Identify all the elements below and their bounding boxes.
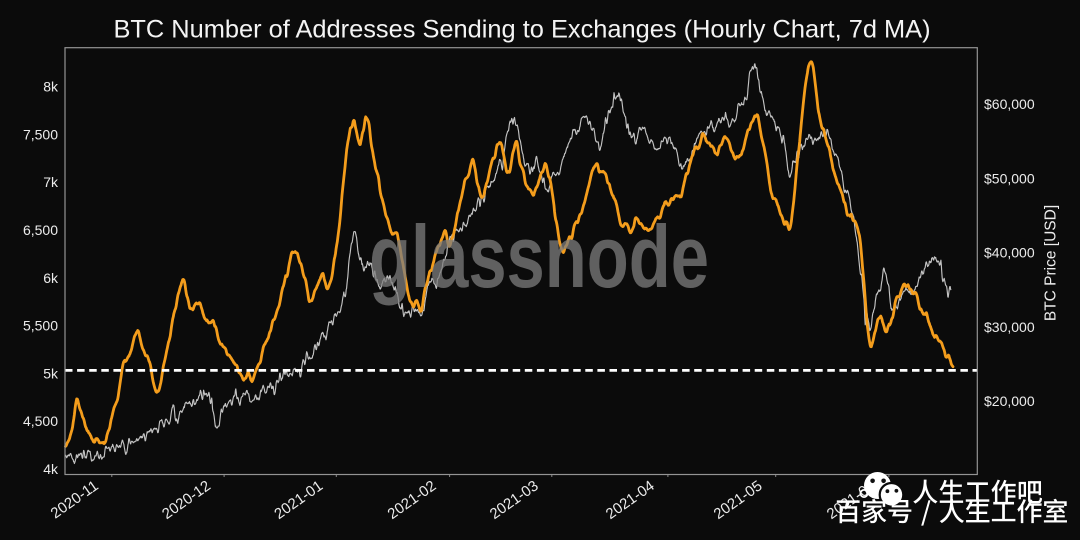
svg-text:BTC Number of Addresses Sendin: BTC Number of Addresses Sending to Excha… — [113, 16, 930, 44]
svg-text:$20,000: $20,000 — [984, 393, 1035, 409]
svg-text:$60,000: $60,000 — [984, 96, 1035, 112]
svg-text:BTC Price [USD]: BTC Price [USD] — [1043, 205, 1060, 321]
svg-text:$30,000: $30,000 — [984, 319, 1035, 335]
svg-text:5,500: 5,500 — [23, 318, 58, 334]
svg-text:6k: 6k — [43, 270, 59, 286]
svg-text:glassnode: glassnode — [369, 207, 709, 306]
svg-text:$40,000: $40,000 — [984, 245, 1035, 261]
svg-text:8k: 8k — [43, 79, 59, 95]
svg-text:5k: 5k — [43, 365, 59, 381]
svg-text:7k: 7k — [43, 174, 59, 190]
svg-text:4k: 4k — [43, 461, 59, 477]
svg-text:7,500: 7,500 — [23, 126, 58, 142]
svg-text:$50,000: $50,000 — [984, 170, 1035, 186]
svg-text:4,500: 4,500 — [23, 413, 58, 429]
svg-text:6,500: 6,500 — [23, 222, 58, 238]
